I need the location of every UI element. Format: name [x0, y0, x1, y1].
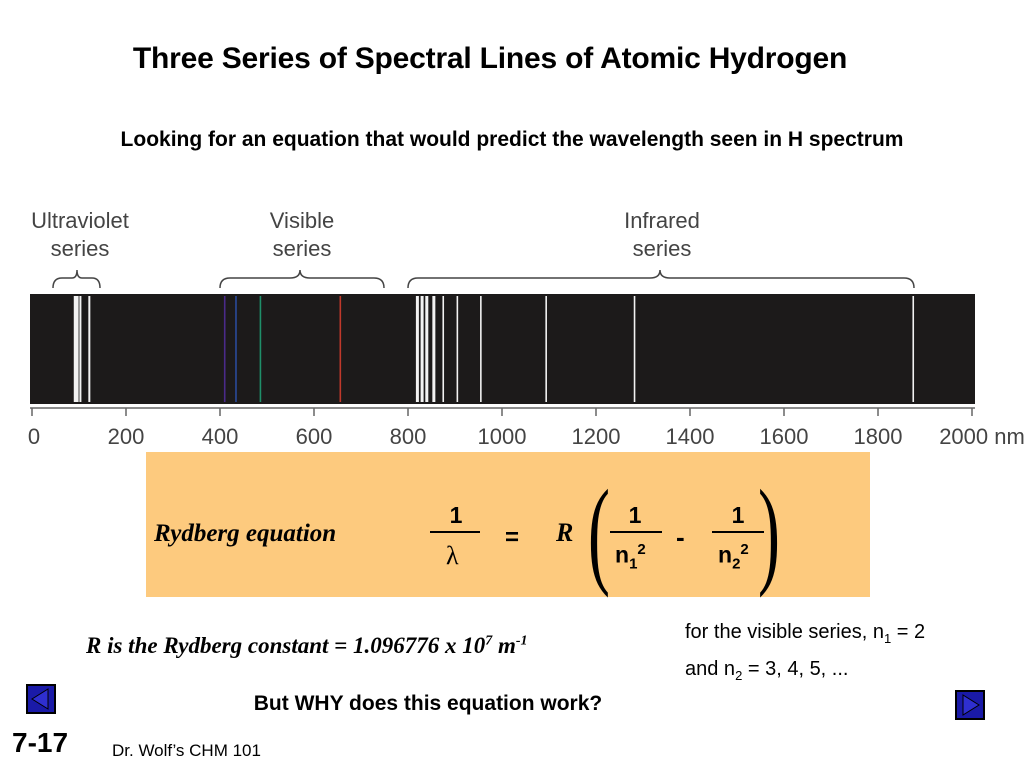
- footer-credit: Dr. Wolf’s CHM 101: [112, 741, 261, 760]
- spectrum-band: [30, 294, 975, 404]
- axis-tick-label: 1400: [666, 424, 715, 449]
- axis-tick-label: 2000 nm: [939, 424, 1024, 449]
- rydberg-equation-label: Rydberg equation: [154, 520, 337, 547]
- axis-tick-label: 800: [390, 424, 427, 449]
- term2-superscript: 2: [740, 541, 749, 558]
- visible-note-line1-text: for the visible series, n: [685, 621, 884, 643]
- series-label-visible-line1: Visible: [270, 208, 334, 233]
- rydberg-constant-exponent: 7: [485, 633, 493, 649]
- rydberg-unit-exponent: -1: [515, 633, 528, 649]
- lhs-denominator-lambda: λ: [446, 541, 459, 570]
- slide-number: 7-17: [12, 727, 69, 758]
- term1-subscript: 1: [629, 555, 638, 573]
- series-brackets: [52, 269, 915, 289]
- visible-series-note: for the visible series, n1 = 2 and n2 = …: [685, 617, 925, 691]
- lhs-fraction-bar: [430, 531, 480, 533]
- visible-note-line1-value: = 2: [891, 621, 926, 643]
- visible-note-line2-values: = 3, 4, 5, ...: [742, 658, 849, 680]
- term1-numerator: 1: [628, 502, 642, 528]
- previous-slide-button[interactable]: [26, 684, 56, 714]
- series-label-visible-line2: series: [273, 236, 332, 261]
- right-arrow-icon: [962, 694, 980, 716]
- axis-tick-label: 1200: [572, 424, 621, 449]
- visible-note-line1-sub: 1: [883, 631, 892, 646]
- lhs-numerator: 1: [449, 502, 463, 528]
- term1-n: n: [615, 541, 630, 568]
- equation-box: [146, 452, 870, 597]
- axis-tick-label: 1000: [478, 424, 527, 449]
- term1-superscript: 2: [637, 541, 646, 558]
- axis-tick-label: 0: [28, 424, 40, 449]
- axis-tick-label: 1600: [760, 424, 809, 449]
- rydberg-constant-symbol: R: [556, 518, 574, 547]
- term2-numerator: 1: [731, 502, 745, 528]
- rydberg-constant-text: R is the Rydberg constant = 1.096776 x 1…: [86, 633, 486, 658]
- axis-tick-label: 400: [202, 424, 239, 449]
- axis-tick-label: 1800: [854, 424, 903, 449]
- series-label-uv-line1: Ultraviolet: [31, 208, 129, 233]
- visible-note-line2: and n2 = 3, 4, 5, ...: [685, 654, 925, 691]
- series-label-infrared-line2: series: [633, 236, 692, 261]
- spectral-lines: [73, 296, 915, 402]
- bracket-infrared: [407, 269, 915, 289]
- next-slide-button[interactable]: [955, 690, 985, 720]
- series-label-infrared-line1: Infrared: [624, 208, 700, 233]
- visible-note-line2-text: and n: [685, 658, 736, 680]
- left-arrow-icon: [31, 688, 49, 710]
- rydberg-constant-note: R is the Rydberg constant = 1.096776 x 1…: [86, 633, 528, 659]
- equals-sign: =: [505, 524, 520, 551]
- term2-n: n: [718, 541, 733, 568]
- left-parenthesis: (: [588, 465, 610, 598]
- term2-subscript: 2: [732, 555, 741, 573]
- slide-subtitle: Looking for an equation that would predi…: [120, 128, 904, 151]
- term2-fraction-bar: [712, 531, 764, 533]
- right-parenthesis: ): [758, 465, 780, 598]
- term1-denominator: n12: [615, 541, 646, 572]
- rydberg-constant-unit: m: [492, 633, 516, 658]
- question-text: But WHY does this equation work?: [253, 692, 603, 715]
- axis-tick-label: 200: [108, 424, 145, 449]
- minus-sign: -: [676, 522, 685, 552]
- axis-tick-label: 600: [296, 424, 333, 449]
- visible-note-line2-sub: 2: [735, 668, 743, 683]
- series-label-uv-line2: series: [51, 236, 110, 261]
- wavelength-axis: 0 200 400 600 800 1000 1200 1400 1600 1800 2000 nm: [28, 407, 1024, 449]
- bracket-uv: [52, 269, 101, 289]
- bracket-visible: [219, 269, 385, 289]
- hydrogen-spectrum-figure: Ultraviolet series Visible series Infrar…: [28, 208, 1024, 449]
- slide-title: Three Series of Spectral Lines of Atomic…: [132, 42, 848, 75]
- visible-note-line1: for the visible series, n1 = 2: [685, 617, 925, 654]
- term1-fraction-bar: [610, 531, 662, 533]
- term2-denominator: n22: [718, 541, 749, 572]
